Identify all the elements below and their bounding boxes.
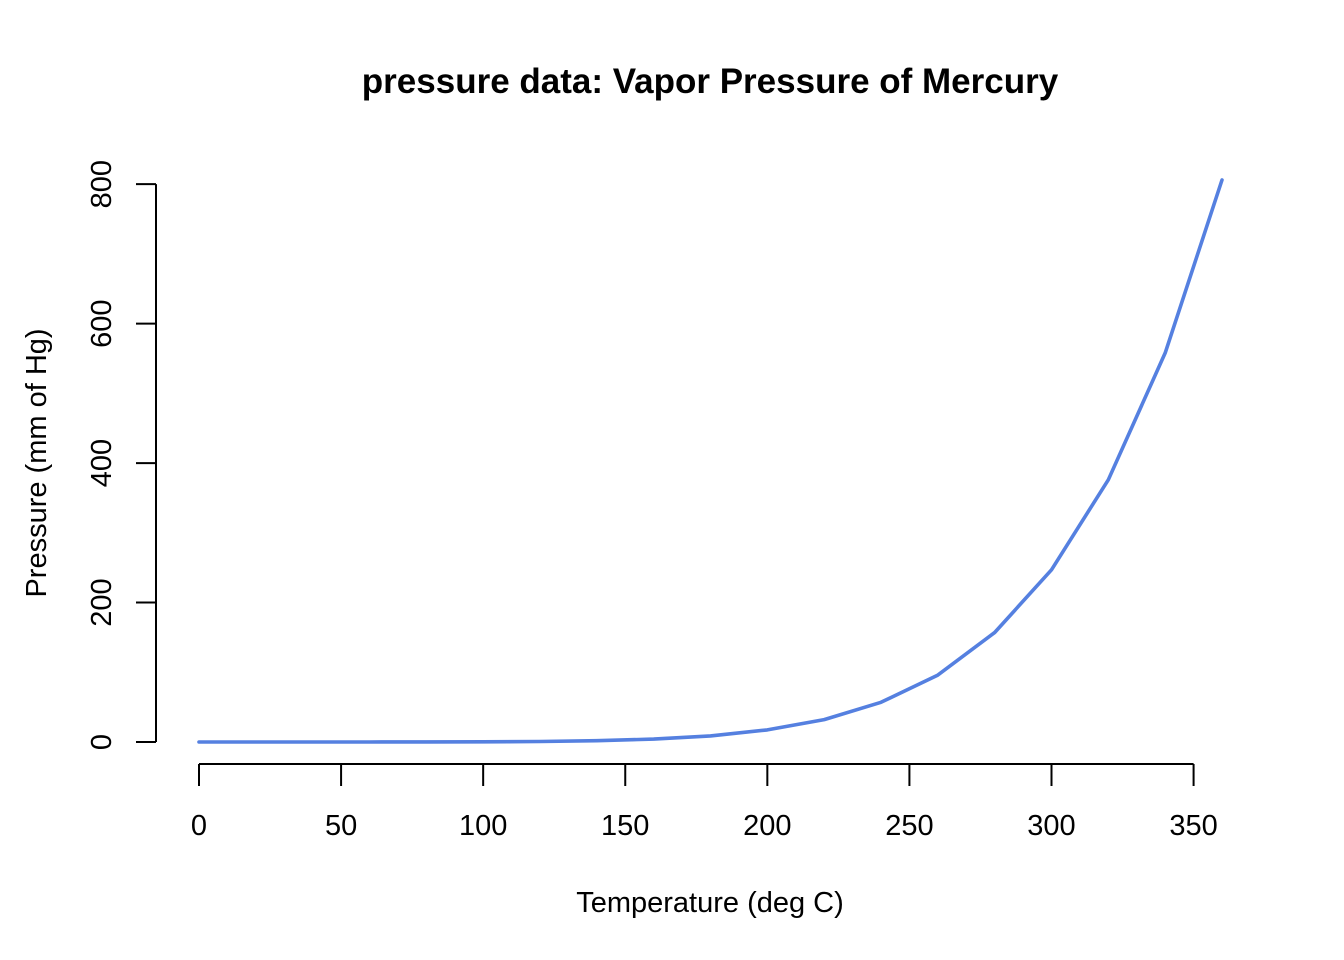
y-tick-label-3: 600 — [86, 299, 118, 347]
y-axis-label: Pressure (mm of Hg) — [21, 328, 53, 597]
x-axis: 0 50 100 150 200 250 300 350 — [191, 763, 1218, 842]
y-axis: 0 200 400 600 800 — [86, 160, 157, 750]
x-axis-label: Temperature (deg C) — [576, 887, 844, 919]
x-tick-label-7: 350 — [1169, 810, 1217, 842]
x-tick-label-2: 100 — [459, 810, 507, 842]
plot-series — [197, 178, 1224, 744]
x-tick-label-3: 150 — [601, 810, 649, 842]
y-tick-label-2: 400 — [86, 439, 118, 487]
series-line-0 — [197, 178, 1224, 744]
x-tick-label-1: 50 — [325, 810, 357, 842]
y-tick-label-1: 200 — [86, 578, 118, 626]
x-tick-label-5: 250 — [885, 810, 933, 842]
y-tick-label-0: 0 — [86, 734, 118, 750]
x-tick-label-0: 0 — [191, 810, 207, 842]
x-tick-label-6: 300 — [1027, 810, 1075, 842]
y-tick-label-4: 800 — [86, 160, 118, 208]
x-tick-label-4: 200 — [743, 810, 791, 842]
chart-title: pressure data: Vapor Pressure of Mercury — [362, 62, 1059, 101]
